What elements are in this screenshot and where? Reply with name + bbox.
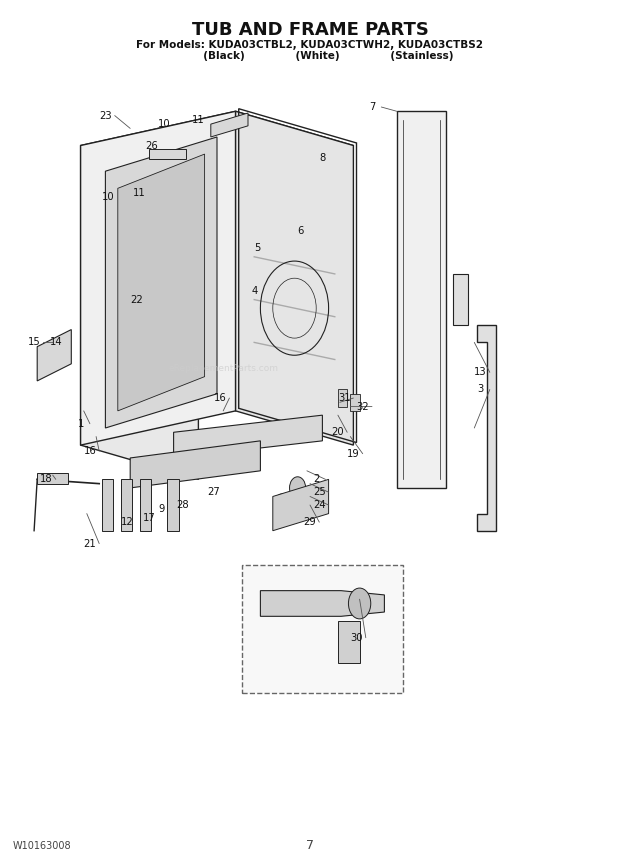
Polygon shape [81,111,236,445]
Text: For Models: KUDA03CTBL2, KUDA03CTWH2, KUDA03CTBS2: For Models: KUDA03CTBL2, KUDA03CTWH2, KU… [136,39,484,50]
Text: 32: 32 [356,401,369,412]
Text: TUB AND FRAME PARTS: TUB AND FRAME PARTS [192,21,428,39]
Bar [140,479,151,531]
Polygon shape [174,415,322,458]
Circle shape [290,477,306,499]
Text: 2: 2 [313,474,319,484]
Text: 20: 20 [332,427,344,437]
Text: 12: 12 [121,517,133,527]
Text: 24: 24 [313,500,326,510]
Text: 4: 4 [251,286,257,296]
Polygon shape [81,111,353,180]
Text: 19: 19 [347,449,360,459]
Bar [338,621,360,663]
Text: eReplacementParts.com: eReplacementParts.com [168,364,278,372]
Text: 14: 14 [50,337,62,348]
Text: 6: 6 [298,226,304,236]
Text: 9: 9 [158,504,164,514]
Polygon shape [477,325,496,531]
Text: 29: 29 [304,517,316,527]
Text: W10163008: W10163008 [12,841,71,851]
Text: 31: 31 [338,393,350,403]
Bar [242,565,403,693]
Text: 8: 8 [319,153,326,163]
Polygon shape [397,111,446,488]
Text: 22: 22 [130,294,143,305]
Text: 10: 10 [102,192,115,202]
Text: 21: 21 [84,538,96,549]
Text: 1: 1 [78,419,84,429]
Text: 25: 25 [313,487,326,497]
Text: 26: 26 [146,140,158,151]
Text: 10: 10 [158,119,170,129]
Polygon shape [260,591,384,616]
Text: 17: 17 [143,513,155,523]
Polygon shape [118,154,205,411]
Bar [149,149,186,159]
Polygon shape [453,274,468,325]
Bar [338,389,347,407]
Polygon shape [273,479,329,531]
Text: 18: 18 [40,474,53,484]
Text: 3: 3 [477,384,484,395]
Circle shape [348,588,371,619]
Bar [350,394,360,411]
Text: 7: 7 [369,102,375,112]
Text: 5: 5 [254,243,260,253]
Bar [121,479,132,531]
Polygon shape [236,111,353,445]
Text: 23: 23 [99,110,112,121]
Circle shape [274,494,290,516]
Text: 30: 30 [350,633,363,643]
Text: 27: 27 [208,487,220,497]
Polygon shape [211,113,248,137]
Text: 11: 11 [133,187,146,198]
Polygon shape [105,137,217,428]
Bar [37,473,68,484]
Text: 16: 16 [84,446,96,456]
Text: 15: 15 [28,337,40,348]
Text: 16: 16 [214,393,226,403]
Bar [102,479,113,531]
Text: (Black)              (White)              (Stainless): (Black) (White) (Stainless) [167,51,453,62]
Text: 13: 13 [474,367,487,377]
Text: 28: 28 [177,500,189,510]
Polygon shape [130,441,260,488]
Text: 7: 7 [306,839,314,853]
Bar [167,479,179,531]
Text: 11: 11 [192,115,205,125]
Polygon shape [37,330,71,381]
Polygon shape [81,146,198,479]
